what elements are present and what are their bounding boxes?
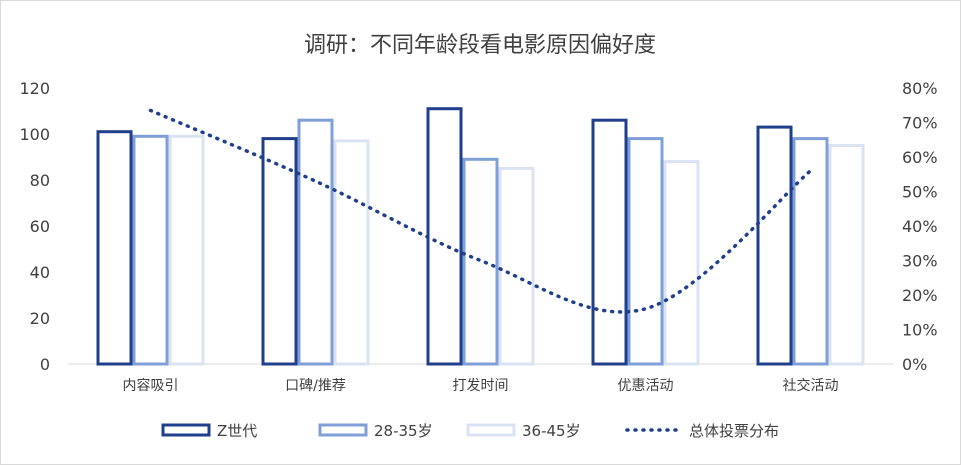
y2-tick-label: 40% (902, 217, 938, 236)
category-labels: 内容吸引 口碑/推荐 打发时间 优惠活动 社交活动 (123, 377, 839, 394)
right-axis: 0% 10% 20% 30% 40% 50% 60% 70% 80% (902, 79, 938, 374)
bars (96, 107, 865, 366)
bar-2-4 (627, 137, 664, 366)
y2-tick-label: 80% (902, 79, 938, 98)
y-tick-label: 0 (40, 355, 50, 374)
y2-tick-label: 10% (902, 321, 938, 340)
y-tick-label: 20 (30, 309, 50, 328)
y-tick-label: 60 (30, 217, 50, 236)
y-tick-label: 120 (19, 79, 50, 98)
y2-tick-label: 0% (902, 355, 927, 374)
bar-3-2 (333, 139, 370, 366)
y2-tick-label: 20% (902, 286, 938, 305)
y2-tick-label: 50% (902, 183, 938, 202)
y2-tick-label: 70% (902, 114, 938, 133)
bar-2-3 (462, 157, 499, 366)
legend-label-1: Z世代 (217, 422, 257, 440)
category-label: 优惠活动 (618, 378, 674, 394)
y2-tick-label: 60% (902, 148, 938, 167)
bar-2-1 (132, 134, 169, 366)
bar-2-2 (297, 118, 334, 366)
bar-2-5 (792, 137, 829, 366)
legend: Z世代 28-35岁 36-45岁 总体投票分布 (161, 422, 779, 440)
y2-tick-label: 30% (902, 252, 938, 271)
category-label: 内容吸引 (123, 377, 179, 394)
bar-3-1 (168, 134, 205, 366)
category-label: 社交活动 (783, 377, 839, 394)
bar-3-5 (828, 144, 865, 366)
chart-title: 调研：不同年龄段看电影原因偏好度 (304, 33, 656, 58)
legend-swatch-1 (161, 423, 211, 437)
overall-vote-line (148, 108, 813, 314)
y-tick-label: 40 (30, 263, 50, 282)
y-tick-label: 80 (30, 171, 50, 190)
bar-1-2 (261, 137, 298, 366)
legend-label-2: 28-35岁 (374, 422, 433, 440)
bar-1-5 (756, 125, 793, 366)
y-tick-label: 100 (19, 125, 50, 144)
category-label: 打发时间 (453, 377, 509, 394)
bar-3-3 (498, 167, 535, 366)
legend-label-4: 总体投票分布 (689, 422, 779, 440)
bar-1-1 (96, 130, 133, 366)
left-axis: 0 20 40 60 80 100 120 (19, 79, 893, 374)
bar-1-4 (591, 118, 628, 366)
legend-swatch-2 (318, 423, 368, 437)
category-label: 口碑/推荐 (285, 378, 346, 394)
legend-label-3: 36-45岁 (522, 422, 581, 440)
legend-swatch-3 (466, 423, 516, 437)
bar-1-3 (426, 107, 463, 366)
bar-3-4 (663, 160, 700, 366)
